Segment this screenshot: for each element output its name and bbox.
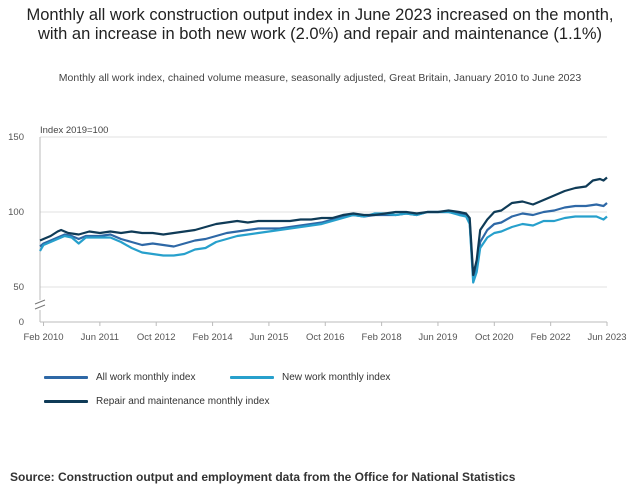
legend-item-all-work[interactable]: All work monthly index [44,372,195,383]
source-note: Source: Construction output and employme… [10,470,516,484]
legend-item-new-work[interactable]: New work monthly index [230,372,390,383]
x-tick-label: Jun 2023 [587,332,626,343]
tick-labels: 0 50 100 150 Index 2019=100 Feb 2010 Jun 2011 O… [8,125,626,343]
x-tick-label: Jun 2011 [81,332,119,343]
x-tick-label: Jun 2015 [249,332,288,343]
series-line-repair[interactable] [39,176,608,277]
chart-title: Monthly all work construction output ind… [26,6,614,43]
x-tick-label: Feb 2018 [362,332,402,343]
legend-item-repair[interactable]: Repair and maintenance monthly index [44,396,269,407]
x-tick-label: Oct 2012 [137,332,176,343]
series-line-new-work[interactable] [39,210,608,284]
legend-label-all-work: All work monthly index [96,372,196,383]
y-tick-label: 100 [8,207,24,218]
series-line-all-work[interactable] [39,202,608,280]
x-tick-label: Feb 2010 [23,332,63,343]
y-axis-label: Index 2019=100 [40,125,108,136]
x-tick-label: Jun 2019 [418,332,457,343]
gridlines [40,136,607,288]
x-tick-label: Oct 2016 [306,332,345,343]
y-tick-label: 0 [19,317,24,328]
line-chart: 0 50 100 150 Index 2019=100 Feb 2010 Jun 2011 O… [8,125,626,343]
legend-label-repair: Repair and maintenance monthly index [96,396,270,407]
legend-swatch-repair [44,400,88,403]
x-tick-label: Oct 2020 [475,332,514,343]
x-tick-label: Feb 2014 [192,332,232,343]
axis-break-mark [34,299,46,310]
x-tick-label: Feb 2022 [531,332,571,343]
legend-swatch-all-work [44,376,88,379]
chart-subtitle: Monthly all work index, chained volume m… [58,72,582,84]
series-lines [39,176,608,284]
y-tick-label: 50 [13,282,24,293]
axes [34,137,608,326]
legend-swatch-new-work [230,376,274,379]
y-tick-label: 150 [8,132,24,143]
legend-label-new-work: New work monthly index [282,372,391,383]
